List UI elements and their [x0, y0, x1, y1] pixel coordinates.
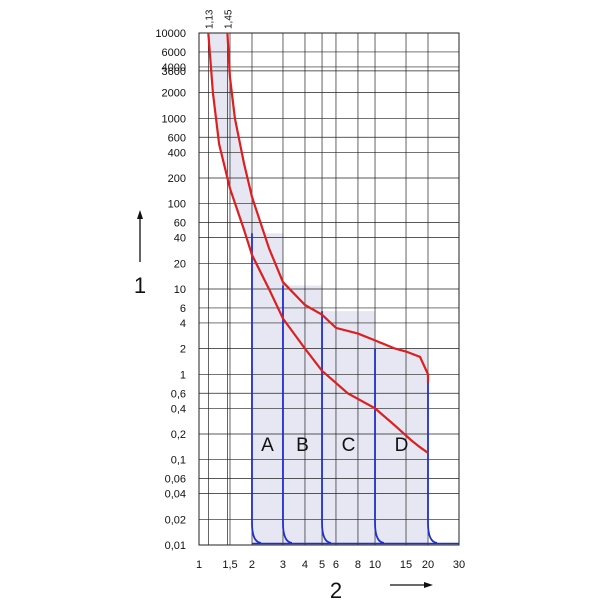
- y-tick-label: 6: [180, 303, 186, 315]
- x-tick-label: 2: [249, 559, 255, 571]
- thermal-curve-lower: [207, 32, 429, 454]
- trip-line-d: [374, 348, 385, 544]
- y-tick-label: 3600: [162, 66, 186, 78]
- x-axis-arrowhead: [424, 582, 433, 588]
- y-tick-label: 20: [174, 258, 186, 270]
- y-tick-label: 0,1: [171, 455, 186, 467]
- trip-line-c: [321, 311, 332, 544]
- x-top-tick-label: 1,45: [223, 9, 234, 29]
- y-tick-label: 4: [180, 318, 186, 330]
- x-tick-label: 1: [196, 559, 202, 571]
- zone-label-b: B: [296, 435, 309, 456]
- y-tick-label: 2000: [162, 88, 186, 100]
- y-tick-label: 0,4: [171, 403, 186, 415]
- y-tick-label: 2: [180, 344, 186, 356]
- trip-curves: [207, 32, 459, 545]
- plot-frame: [198, 32, 460, 546]
- y-tick-label: 0,01: [165, 540, 186, 552]
- y-tick-label: 400: [168, 147, 186, 159]
- x-axis-label: 2: [330, 578, 342, 600]
- y-tick-label: 0,2: [171, 429, 186, 441]
- zone-label-d: D: [395, 435, 409, 456]
- trip-line-b: [282, 285, 293, 544]
- x-tick-label: 5: [319, 559, 325, 571]
- x-tick-label: 15: [400, 559, 412, 571]
- zone-label-a: A: [261, 435, 274, 456]
- x-tick-label: 1,5: [222, 559, 237, 571]
- tick-labels: 1 1,5 2 3 4 5 6 8 10 15 20 301,13 1,450,010,020,040,…: [155, 9, 465, 571]
- y-tick-label: 0,06: [165, 474, 186, 486]
- grid: [198, 32, 460, 546]
- y-tick-label: 4000: [162, 62, 186, 74]
- zone-label-c: C: [342, 435, 356, 456]
- y-tick-label: 1: [180, 369, 186, 381]
- y-tick-label: 0,04: [165, 489, 186, 501]
- x-tick-label: 6: [333, 559, 339, 571]
- y-tick-label: 0,02: [165, 514, 186, 526]
- zone-fill-b: [282, 285, 323, 545]
- y-tick-label: 40: [174, 233, 186, 245]
- trip-line-d-end: [427, 378, 438, 544]
- y-tick-label: 600: [168, 132, 186, 144]
- zone-labels: A B C D: [261, 435, 408, 456]
- x-tick-label: 30: [453, 559, 465, 571]
- y-tick-label: 10: [174, 284, 186, 296]
- x-tick-label: 20: [422, 559, 434, 571]
- y-tick-label: 100: [168, 199, 186, 211]
- x-top-tick-label: 1,13: [204, 9, 215, 29]
- y-tick-label: 6000: [162, 47, 186, 59]
- y-tick-label: 200: [168, 173, 186, 185]
- x-tick-label: 4: [302, 559, 308, 571]
- y-tick-label: 0,6: [171, 388, 186, 400]
- y-tick-label: 60: [174, 218, 186, 230]
- zone-fill-c: [322, 311, 376, 545]
- x-tick-label: 10: [369, 559, 381, 571]
- trip-line-a: [251, 233, 262, 544]
- x-tick-label: 8: [355, 559, 361, 571]
- zone-fill-a: [251, 233, 283, 545]
- thermal-curve-upper: [226, 32, 430, 383]
- y-axis-arrowhead: [137, 210, 143, 219]
- y-axis-label: 1: [134, 273, 146, 298]
- y-tick-label: 10000: [155, 28, 186, 40]
- y-tick-label: 1000: [162, 113, 186, 125]
- x-tick-label: 3: [280, 559, 286, 571]
